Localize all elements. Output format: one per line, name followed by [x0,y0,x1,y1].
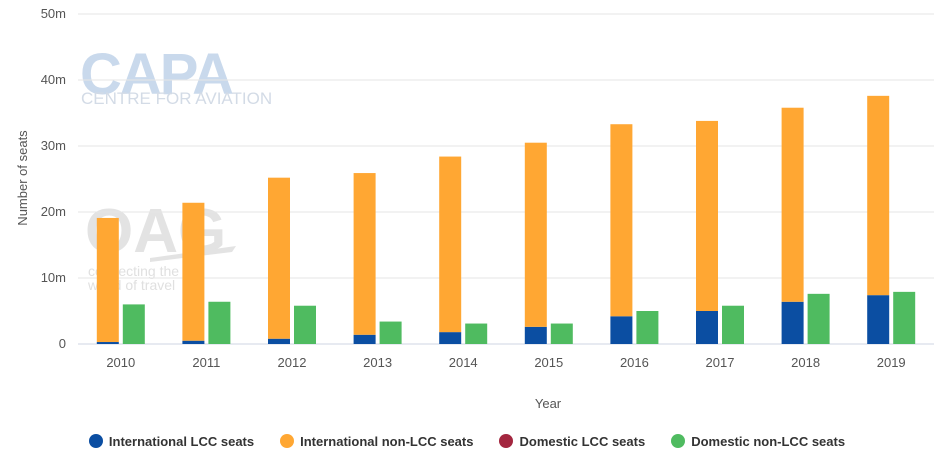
x-tick-label: 2011 [192,355,220,370]
x-tick-label: 2019 [877,355,906,370]
legend-label: International LCC seats [108,433,255,449]
legend-marker-icon [671,434,686,448]
x-tick-label: 2013 [363,355,392,370]
bar-domestic-non-lcc-seats [550,323,573,344]
bar-international-non-lcc-seats [439,156,462,333]
bar-international-non-lcc-seats [781,107,804,302]
bar-international-lcc-seats [781,301,804,344]
bar-international-non-lcc-seats [96,217,119,343]
bar-international-lcc-seats [182,340,205,344]
y-tick-label: 30m [41,138,66,153]
x-axis-title: Year [535,396,562,411]
bar-international-lcc-seats [867,295,890,344]
bar-international-lcc-seats [439,332,462,344]
bar-international-lcc-seats [524,326,547,344]
y-tick-label: 40m [41,72,66,87]
capa-watermark: CAPA CENTRE FOR AVIATION [80,42,272,108]
legend: International LCC seats International non… [0,430,934,452]
bar-international-lcc-seats [268,338,290,344]
legend-label: Domestic LCC seats [519,433,646,449]
y-tick-label: 20m [41,204,66,219]
x-axis-ticks: 2010 2011 2012 2013 2014 2015 2016 2017 2018 2019 [106,355,905,370]
bar-international-lcc-seats [96,342,119,344]
capa-logo-text: CAPA [80,42,233,107]
bar-international-non-lcc-seats [353,173,376,335]
bar-chart: CAPA CENTRE FOR AVIATION OAG connecting … [15,6,934,411]
bar-international-non-lcc-seats [524,142,547,327]
bar-international-non-lcc-seats [182,202,205,341]
bar-domestic-non-lcc-seats [893,291,916,344]
legend-marker-icon [88,434,103,448]
x-tick-label: 2010 [106,355,135,370]
legend-item[interactable]: International LCC seats [88,433,255,449]
x-tick-label: 2017 [706,355,735,370]
y-tick-label: 10m [41,270,66,285]
bar-domestic-non-lcc-seats [122,304,145,344]
x-tick-label: 2012 [278,355,307,370]
legend-label: International non-LCC seats [300,433,474,449]
bar-domestic-non-lcc-seats [208,301,231,344]
bar-international-non-lcc-seats [610,124,633,317]
bar-international-non-lcc-seats [268,177,290,339]
y-tick-label: 50m [41,6,66,21]
bar-international-non-lcc-seats [867,95,890,296]
x-tick-label: 2018 [791,355,820,370]
bar-domestic-non-lcc-seats [465,323,488,344]
x-tick-label: 2016 [620,355,649,370]
bar-domestic-non-lcc-seats [379,321,402,344]
bar-domestic-non-lcc-seats [722,305,744,344]
y-axis-title: Number of seats [15,130,30,226]
x-tick-label: 2014 [449,355,478,370]
legend-item[interactable]: Domestic LCC seats [499,434,645,449]
y-tick-label: 0 [59,336,66,351]
legend-item[interactable]: Domestic non-LCC seats [671,434,845,449]
bars [96,95,916,344]
legend-marker-icon [280,434,295,448]
bar-international-non-lcc-seats [696,120,718,311]
bar-international-lcc-seats [696,311,718,344]
bar-domestic-non-lcc-seats [636,311,659,344]
legend-label: Domestic non-LCC seats [691,433,846,449]
legend-item[interactable]: International non-LCC seats [280,434,473,449]
bar-domestic-non-lcc-seats [807,293,830,344]
legend-marker-icon [499,434,514,448]
bar-international-lcc-seats [610,316,633,344]
bar-domestic-non-lcc-seats [294,305,316,344]
y-axis-ticks: 0 10m 20m 30m 40m 50m [41,6,66,351]
capa-tagline-text: CENTRE FOR AVIATION [81,89,272,108]
bar-international-lcc-seats [353,334,376,344]
x-tick-label: 2015 [534,355,563,370]
